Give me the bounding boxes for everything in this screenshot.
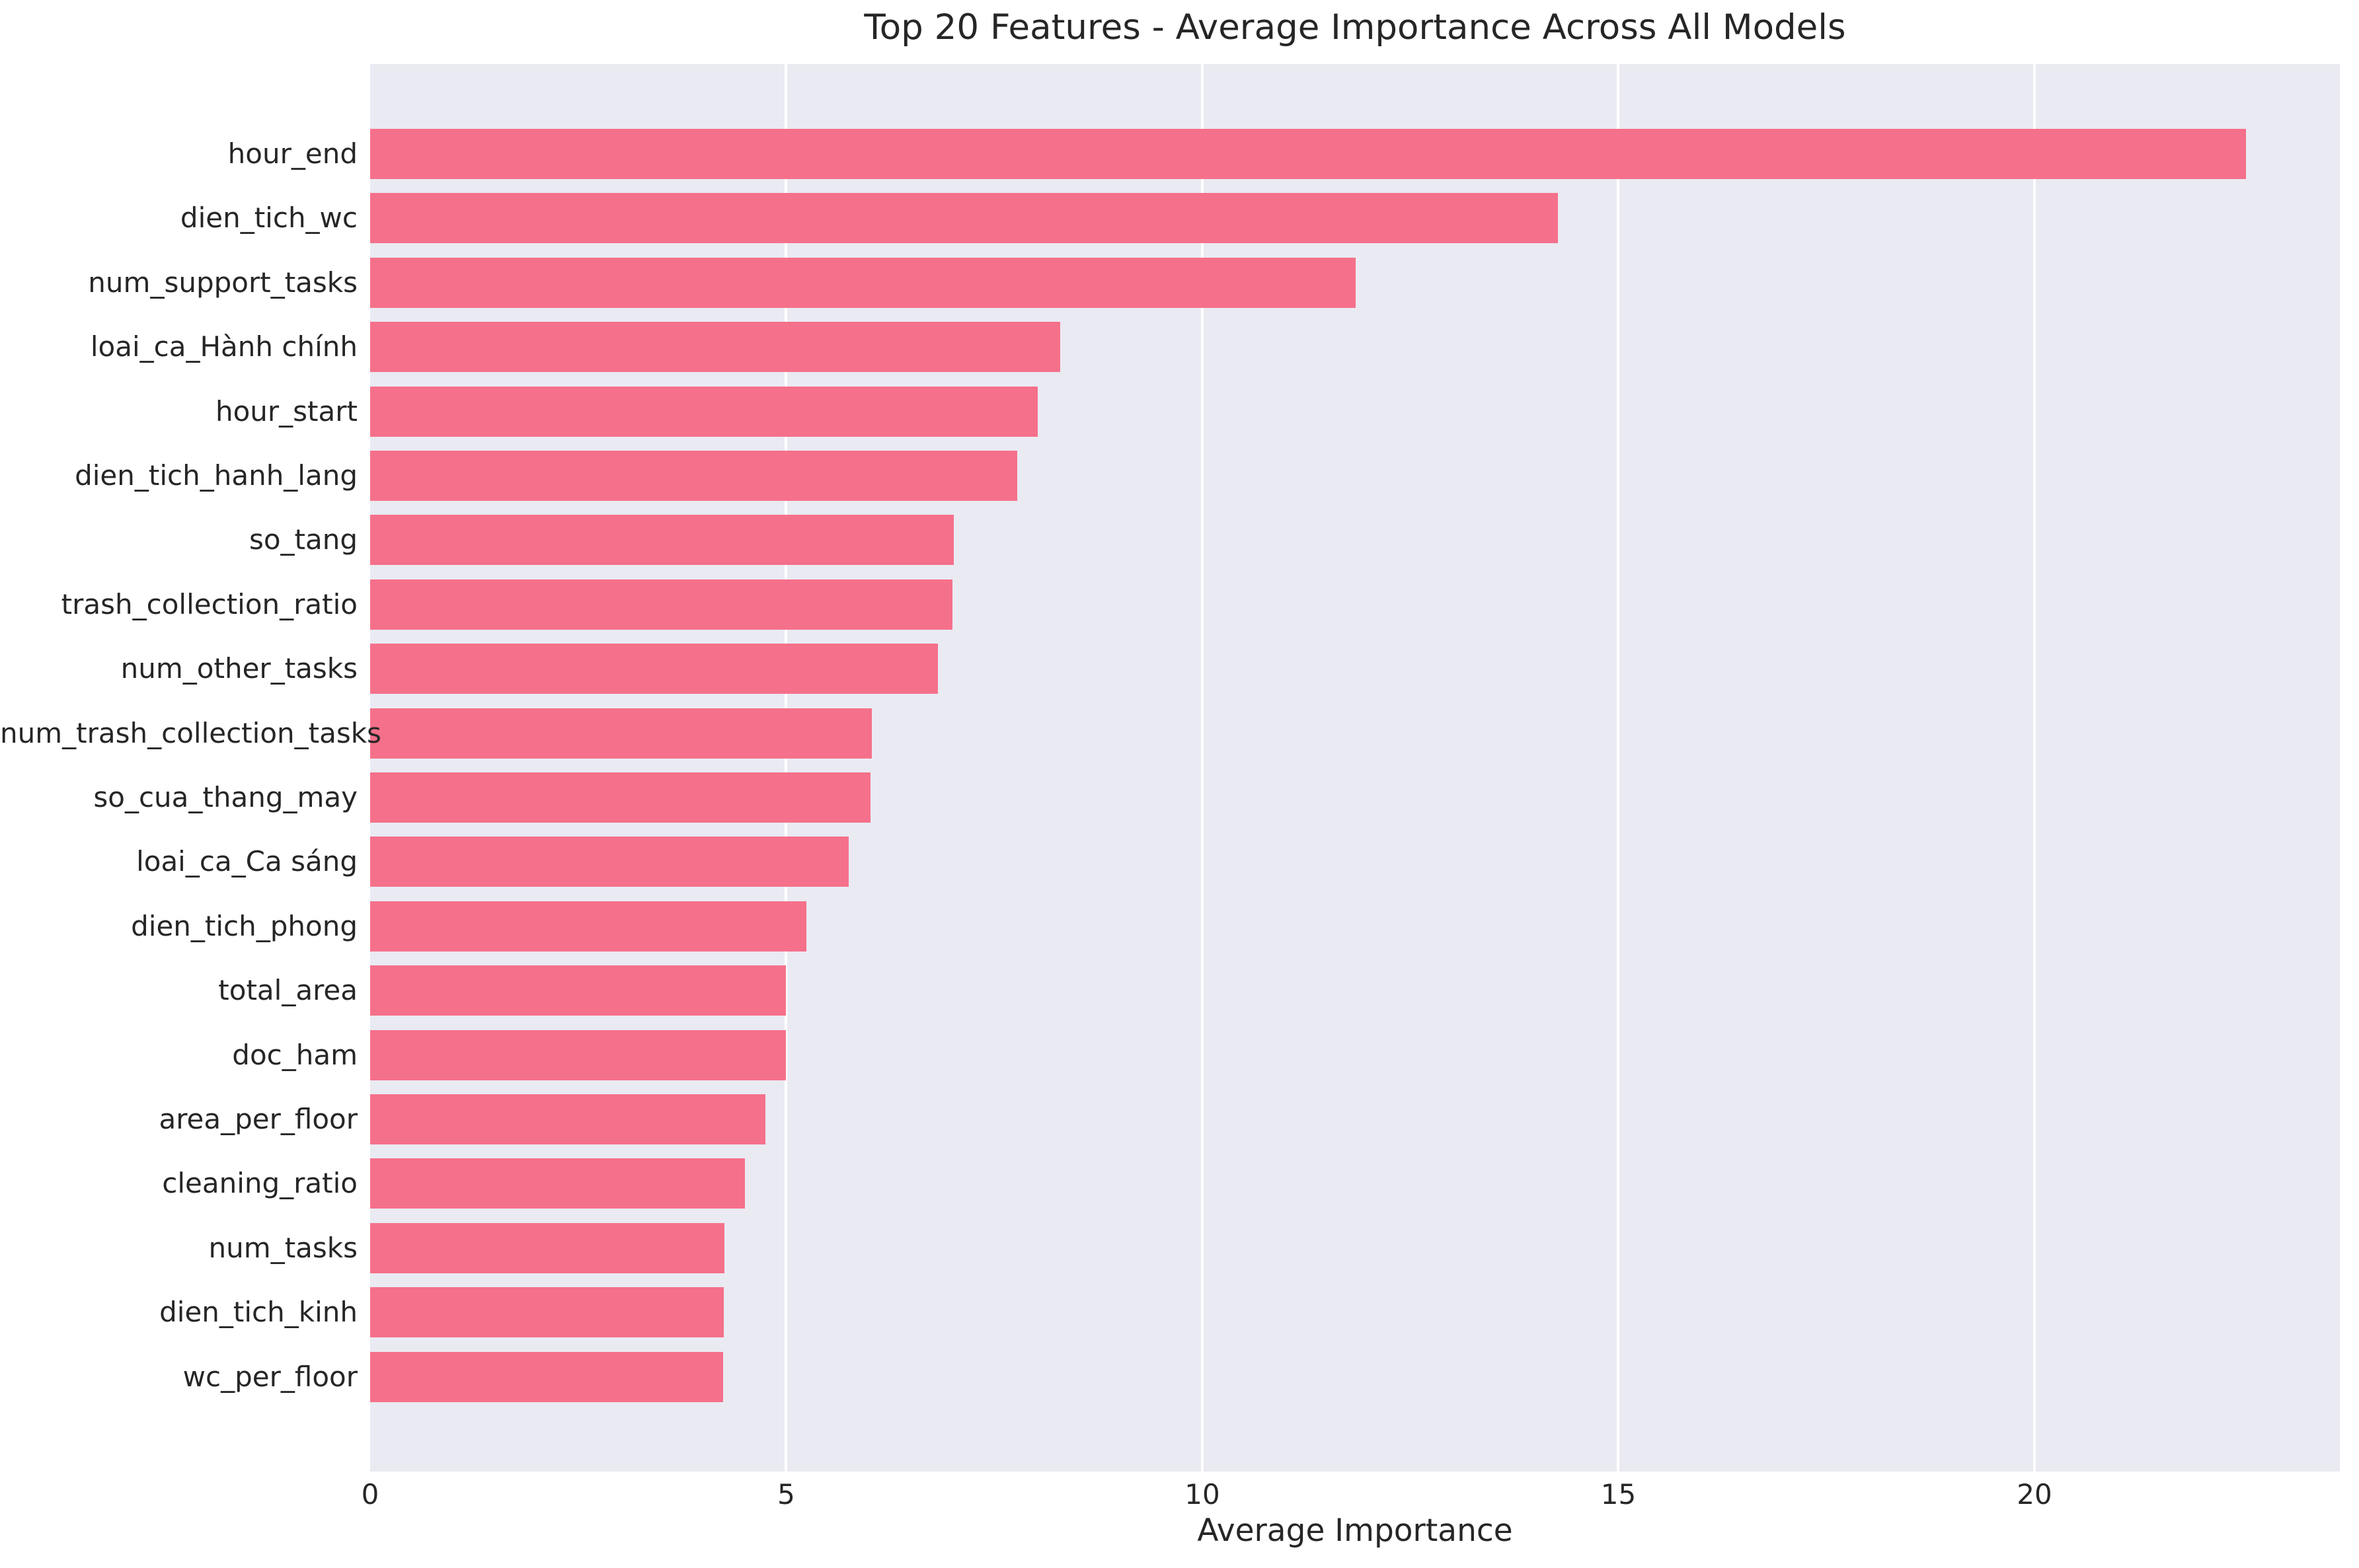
ytick-num_other_tasks: num_other_tasks [120,652,358,685]
ytick-num_tasks: num_tasks [208,1231,358,1264]
ytick-dien_tich_wc: dien_tich_wc [180,202,358,235]
ytick-num_support_tasks: num_support_tasks [88,266,358,299]
bar-cleaning_ratio [370,1158,745,1209]
gridline-x-5 [785,64,788,1472]
bar-area_per_floor [370,1094,765,1144]
gridline-x-10 [1200,64,1204,1472]
bar-loai_ca_Hành chính [370,322,1060,373]
ytick-doc_ham: doc_ham [232,1038,358,1071]
ytick-hour_end: hour_end [227,137,358,170]
xtick-0: 0 [361,1478,379,1511]
bar-wc_per_floor [370,1351,723,1402]
bar-num_support_tasks [370,257,1356,308]
ytick-loai_ca_Hành chính: loai_ca_Hành chính [90,330,358,363]
bar-so_tang [370,515,954,566]
bar-dien_tich_hanh_lang [370,451,1018,501]
chart-title: Top 20 Features - Average Importance Acr… [864,7,1846,48]
gridline-x-15 [1617,64,1620,1472]
bar-num_tasks [370,1222,725,1273]
bar-num_trash_collection_tasks [370,708,872,759]
ytick-hour_start: hour_start [215,394,358,428]
bar-total_area [370,965,787,1016]
xtick-10: 10 [1184,1478,1220,1511]
ytick-so_cua_thang_may: so_cua_thang_may [93,781,358,813]
bar-dien_tich_wc [370,193,1558,244]
ytick-num_trash_collection_tasks: num_trash_collection_tasks [0,716,381,749]
ytick-dien_tich_kinh: dien_tich_kinh [159,1296,358,1329]
ytick-total_area: total_area [218,974,358,1007]
bar-hour_end [370,129,2246,179]
bar-dien_tich_kinh [370,1287,724,1338]
bar-dien_tich_phong [370,901,806,952]
bar-num_other_tasks [370,644,938,694]
ytick-cleaning_ratio: cleaning_ratio [162,1167,358,1200]
bar-doc_ham [370,1029,787,1080]
ytick-area_per_floor: area_per_floor [159,1103,358,1135]
ytick-dien_tich_hanh_lang: dien_tich_hanh_lang [75,459,358,492]
bar-trash_collection_ratio [370,579,953,630]
bar-loai_ca_Ca sáng [370,837,849,887]
xtick-20: 20 [2017,1478,2052,1511]
plot-area [370,64,2340,1472]
ytick-dien_tich_phong: dien_tich_phong [131,909,358,942]
ytick-trash_collection_ratio: trash_collection_ratio [61,587,358,620]
ytick-so_tang: so_tang [249,523,358,556]
xtick-5: 5 [777,1478,795,1511]
bar-hour_start [370,386,1038,437]
bar-so_cua_thang_may [370,772,870,823]
ytick-loai_ca_Ca sáng: loai_ca_Ca sáng [136,845,358,878]
ytick-wc_per_floor: wc_per_floor [182,1360,358,1393]
x-axis-label: Average Importance [1197,1512,1513,1549]
gridline-x-20 [2032,64,2036,1472]
xtick-15: 15 [1600,1478,1637,1511]
